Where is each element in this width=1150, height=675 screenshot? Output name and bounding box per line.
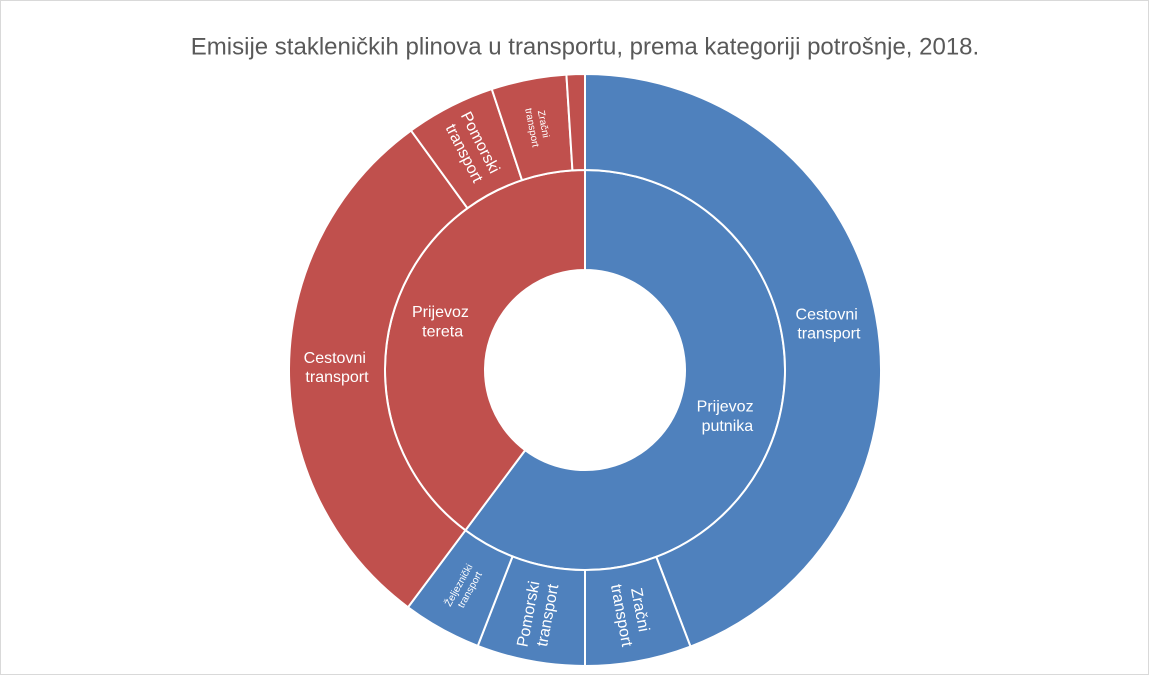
segment-label: Cestovni transport	[304, 350, 371, 386]
label-line: transport	[305, 369, 369, 386]
chart-title: Emisije stakleničkih plinova u transport…	[191, 33, 979, 60]
outer-segment	[584, 72, 882, 648]
outer-segment	[288, 129, 469, 609]
label-line: Cestovni	[304, 350, 371, 367]
label-line: Cestovni	[796, 307, 863, 324]
outer-segment	[565, 72, 586, 172]
segment-label: Cestovni transport	[796, 307, 863, 343]
label-line: Prijevoz	[697, 399, 758, 416]
label-line: transport	[797, 326, 861, 343]
label-line: tereta	[422, 324, 463, 341]
segment-label: Prijevoz putnika	[697, 399, 758, 435]
segment-label: Prijevoz tereta	[412, 304, 473, 340]
label-line: putnika	[702, 418, 754, 435]
label-line: Prijevoz	[412, 304, 473, 321]
